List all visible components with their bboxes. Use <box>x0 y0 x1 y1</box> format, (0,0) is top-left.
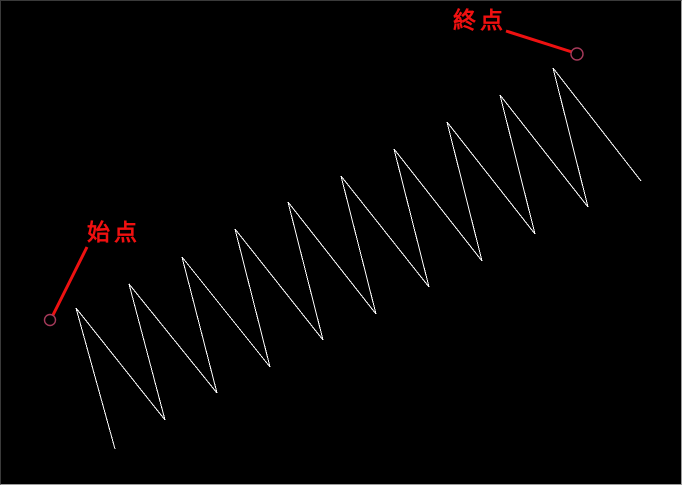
end-point-label: 終点 <box>453 8 507 34</box>
start-leader-line <box>51 246 89 316</box>
start-point-label: 始点 <box>87 220 141 246</box>
zigzag-polyline <box>75 67 642 450</box>
end-point-marker <box>570 47 584 61</box>
end-leader-line <box>505 29 573 54</box>
start-point-marker <box>43 313 57 327</box>
